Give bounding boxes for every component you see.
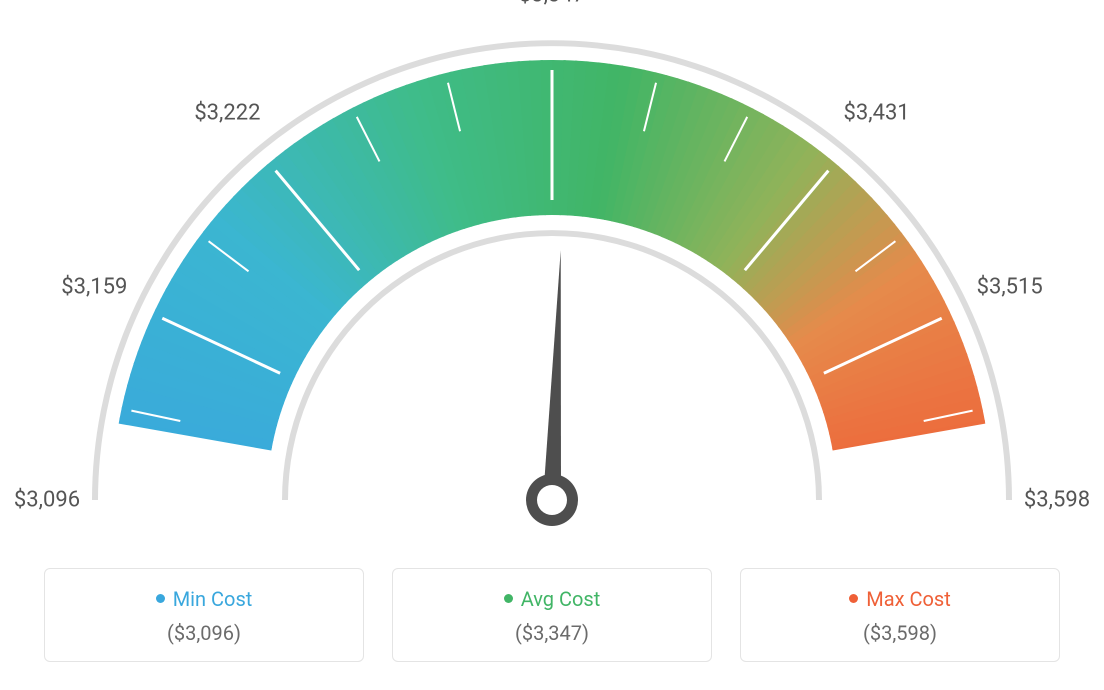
legend-title-text: Avg Cost bbox=[521, 587, 601, 611]
legend-row: Min Cost ($3,096) Avg Cost ($3,347) Max … bbox=[0, 568, 1104, 662]
dot-icon bbox=[156, 594, 165, 603]
dot-icon bbox=[504, 594, 513, 603]
dot-icon bbox=[849, 594, 858, 603]
legend-value-avg: ($3,347) bbox=[393, 621, 711, 645]
legend-title-avg: Avg Cost bbox=[393, 587, 711, 611]
legend-box-avg: Avg Cost ($3,347) bbox=[392, 568, 712, 662]
gauge-hub-inner bbox=[537, 485, 567, 515]
legend-value-max: ($3,598) bbox=[741, 621, 1059, 645]
gauge-tick-label: $3,159 bbox=[61, 274, 127, 299]
gauge-tick-label: $3,347 bbox=[519, 0, 585, 8]
legend-value-min: ($3,096) bbox=[45, 621, 363, 645]
gauge-tick-label: $3,096 bbox=[14, 488, 80, 513]
legend-title-max: Max Cost bbox=[741, 587, 1059, 611]
legend-box-min: Min Cost ($3,096) bbox=[44, 568, 364, 662]
legend-title-text: Min Cost bbox=[173, 587, 253, 611]
legend-box-max: Max Cost ($3,598) bbox=[740, 568, 1060, 662]
legend-title-text: Max Cost bbox=[866, 587, 951, 611]
legend-title-min: Min Cost bbox=[45, 587, 363, 611]
cost-gauge-chart: $3,096 $3,159 $3,222 $3,347 $3,431 $3,515 $3,5… bbox=[0, 0, 1104, 540]
gauge-tick-label: $3,431 bbox=[844, 101, 910, 126]
gauge-svg bbox=[0, 0, 1104, 540]
gauge-tick-label: $3,515 bbox=[977, 274, 1043, 299]
gauge-tick-label: $3,598 bbox=[1024, 488, 1090, 513]
gauge-tick-label: $3,222 bbox=[194, 101, 260, 126]
